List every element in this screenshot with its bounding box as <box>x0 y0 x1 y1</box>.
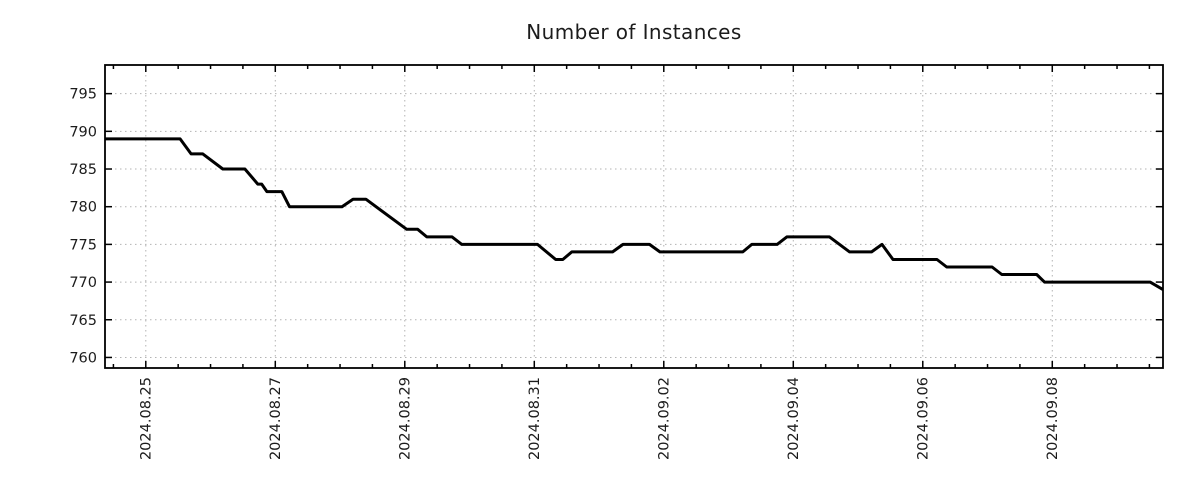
gridlines <box>105 65 1163 368</box>
svg-text:760: 760 <box>69 350 97 366</box>
svg-text:2024.08.29: 2024.08.29 <box>397 377 413 460</box>
svg-text:765: 765 <box>69 313 97 329</box>
svg-text:770: 770 <box>69 275 97 291</box>
svg-text:2024.09.02: 2024.09.02 <box>656 377 672 460</box>
svg-text:795: 795 <box>69 87 97 103</box>
series-line <box>105 137 1164 291</box>
svg-text:790: 790 <box>69 124 97 140</box>
svg-text:775: 775 <box>69 237 97 253</box>
svg-text:2024.08.31: 2024.08.31 <box>527 377 543 460</box>
svg-text:785: 785 <box>69 162 97 178</box>
y-axis-tick-labels: 760 765 770 775 780 785 790 795 <box>69 87 97 367</box>
plot-border <box>104 64 1164 369</box>
svg-text:2024.08.25: 2024.08.25 <box>138 377 154 460</box>
svg-text:2024.09.06: 2024.09.06 <box>915 377 931 460</box>
chart-title: Number of Instances <box>526 20 741 44</box>
x-axis-tick-labels: 2024.08.25 2024.08.27 2024.08.29 2024.08.31… <box>138 377 1060 460</box>
svg-text:2024.09.08: 2024.09.08 <box>1045 377 1061 460</box>
axis-ticks <box>105 65 1163 368</box>
svg-text:780: 780 <box>69 200 97 216</box>
svg-text:2024.09.04: 2024.09.04 <box>786 377 802 460</box>
svg-text:2024.08.27: 2024.08.27 <box>268 377 284 460</box>
